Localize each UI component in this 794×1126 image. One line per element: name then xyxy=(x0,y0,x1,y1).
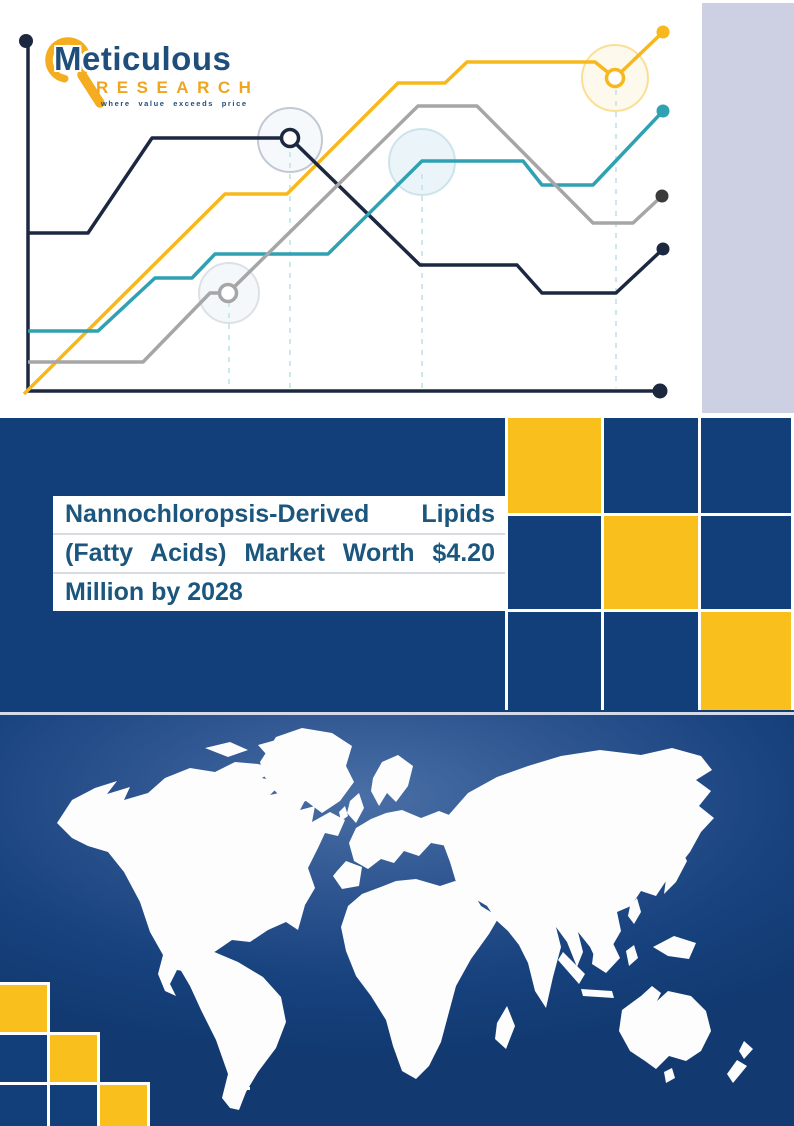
step-square-navy xyxy=(0,1035,47,1082)
logo-tagline: where value exceeds price xyxy=(101,99,248,108)
title-line-1: Nannochloropsis-Derived Lipids xyxy=(53,496,505,533)
title-line-2: (Fatty Acids) Market Worth $4.20 xyxy=(53,533,505,572)
lavender-panel xyxy=(702,3,794,413)
header-graphic: Meticulous RESEARCH where value exceeds … xyxy=(0,0,794,418)
step-square-navy xyxy=(50,1085,97,1126)
world-map-section xyxy=(0,712,794,1126)
grid-cell-2-1-navy xyxy=(604,612,698,710)
grid-cell-2-2-yellow xyxy=(701,612,791,710)
corner-step-squares xyxy=(0,715,794,1126)
grid-cell-1-0-navy xyxy=(508,516,601,609)
logo-brand-text: Meticulous xyxy=(54,40,232,77)
title-banner: Nannochloropsis-Derived Lipids (Fatty Ac… xyxy=(0,418,794,712)
step-square-yellow xyxy=(100,1085,147,1126)
step-square-navy xyxy=(0,1085,47,1126)
world-map xyxy=(57,728,753,1110)
banner-checker-grid xyxy=(505,418,794,710)
grid-cell-0-1-navy xyxy=(604,418,698,513)
grid-cell-0-2-navy xyxy=(701,418,791,513)
grid-cell-2-0-navy xyxy=(508,612,601,710)
decorative-line-chart xyxy=(19,25,670,399)
step-square-yellow xyxy=(50,1035,97,1082)
grid-cell-1-1-yellow xyxy=(604,516,698,609)
title-line-3: Million by 2028 xyxy=(53,572,505,611)
logo-subbrand-text: RESEARCH xyxy=(96,78,260,97)
grid-cell-1-2-navy xyxy=(701,516,791,609)
meticulous-research-logo: Meticulous RESEARCH where value exceeds … xyxy=(44,28,269,120)
step-square-yellow xyxy=(0,985,47,1032)
grid-cell-0-0-yellow xyxy=(508,418,601,513)
title-box: Nannochloropsis-Derived Lipids (Fatty Ac… xyxy=(53,496,505,611)
magnifier-icon xyxy=(45,37,105,108)
